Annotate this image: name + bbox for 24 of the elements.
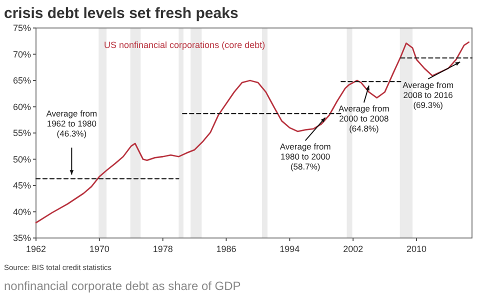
annotation: Average from 1980 to 2000 (58.7%): [280, 142, 331, 172]
y-tick-label: 60%: [12, 102, 31, 112]
x-tick-label: 1970: [89, 244, 110, 254]
chart-title: crisis debt levels set fresh peaks: [4, 5, 238, 22]
text: nonfinancial corporate debt as share of GDP: [4, 279, 241, 293]
y-tick-label: 40%: [12, 206, 31, 217]
y-tick-label: 55%: [12, 128, 31, 138]
annotation: Average from 1962 to 1980 (46.3%): [46, 108, 98, 139]
y-tick-label: 65%: [12, 76, 31, 86]
line-series: [35, 41, 470, 224]
y-tick-label: 50%: [12, 154, 31, 164]
y-tick-label: 70%: [12, 49, 31, 60]
y-tick-label: 35%: [12, 233, 31, 244]
y-tick-label: 45%: [12, 180, 31, 191]
annotation: Average from 2000 to 2008 (64.8%): [338, 104, 390, 134]
text: US nonfinancial corporations (core debt): [104, 40, 266, 50]
x-tick-label: 2010: [406, 244, 427, 254]
x-tick-label: 2002: [343, 244, 364, 254]
y-tick-label: 75%: [12, 23, 31, 34]
x-tick-label: 1986: [216, 244, 236, 254]
x-tick-label: 1978: [152, 244, 173, 254]
annotation: Average from 2008 to 2016 (69.3%): [402, 80, 454, 110]
x-tick-label: 1994: [280, 244, 300, 254]
x-tick-label: 1962: [26, 244, 46, 254]
